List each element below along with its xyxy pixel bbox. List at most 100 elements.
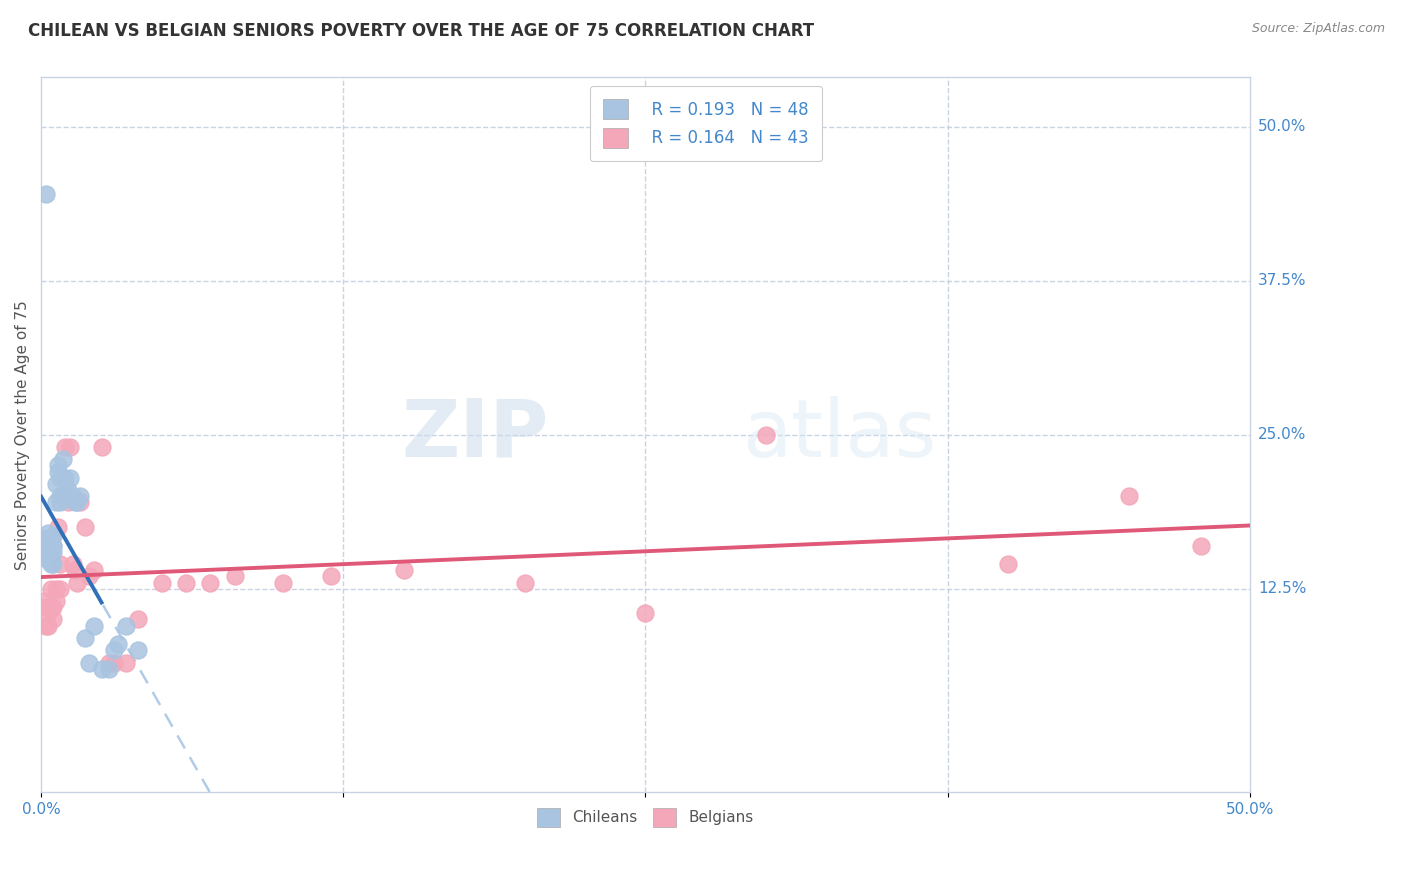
- Point: [127, 612, 149, 626]
- Point: [35, 536, 58, 550]
- Point: [42, 529, 65, 543]
- Point: [45, 582, 67, 596]
- Point: [53, 471, 76, 485]
- Point: [63, 495, 86, 509]
- Point: [35, 545, 58, 559]
- Point: [52, 452, 75, 467]
- Point: [35, 600, 58, 615]
- Point: [53, 440, 76, 454]
- Point: [56, 495, 79, 509]
- Point: [97, 662, 120, 676]
- Point: [49, 489, 72, 503]
- Point: [39, 557, 62, 571]
- Point: [62, 489, 84, 503]
- Point: [66, 495, 89, 509]
- Point: [103, 643, 125, 657]
- Point: [45, 495, 67, 509]
- Point: [59, 440, 82, 454]
- Text: atlas: atlas: [742, 396, 936, 474]
- Point: [53, 489, 76, 503]
- Point: [37, 541, 59, 555]
- Point: [634, 607, 657, 621]
- Point: [37, 607, 59, 621]
- Point: [66, 575, 89, 590]
- Point: [56, 483, 79, 497]
- Point: [1191, 539, 1213, 553]
- Point: [755, 427, 778, 442]
- Point: [90, 662, 112, 676]
- Point: [37, 553, 59, 567]
- Point: [1118, 489, 1140, 503]
- Point: [513, 575, 536, 590]
- Text: ZIP: ZIP: [402, 396, 548, 474]
- Point: [73, 631, 96, 645]
- Point: [321, 569, 343, 583]
- Legend: Chileans, Belgians: Chileans, Belgians: [530, 800, 761, 834]
- Point: [42, 539, 65, 553]
- Point: [32, 594, 55, 608]
- Point: [73, 520, 96, 534]
- Y-axis label: Seniors Poverty Over the Age of 75: Seniors Poverty Over the Age of 75: [15, 300, 30, 570]
- Point: [49, 557, 72, 571]
- Point: [42, 557, 65, 571]
- Point: [49, 495, 72, 509]
- Point: [37, 618, 59, 632]
- Text: 37.5%: 37.5%: [1258, 273, 1306, 288]
- Point: [114, 618, 136, 632]
- Point: [114, 656, 136, 670]
- Point: [62, 557, 84, 571]
- Point: [37, 526, 59, 541]
- Point: [42, 539, 65, 553]
- Point: [39, 545, 62, 559]
- Point: [83, 618, 105, 632]
- Point: [69, 489, 91, 503]
- Point: [42, 600, 65, 615]
- Point: [97, 656, 120, 670]
- Point: [35, 539, 58, 553]
- Point: [49, 471, 72, 485]
- Point: [37, 539, 59, 553]
- Point: [79, 569, 101, 583]
- Point: [79, 656, 101, 670]
- Text: 12.5%: 12.5%: [1258, 582, 1306, 596]
- Text: CHILEAN VS BELGIAN SENIORS POVERTY OVER THE AGE OF 75 CORRELATION CHART: CHILEAN VS BELGIAN SENIORS POVERTY OVER …: [28, 22, 814, 40]
- Point: [37, 545, 59, 559]
- Point: [42, 612, 65, 626]
- Point: [103, 656, 125, 670]
- Text: Source: ZipAtlas.com: Source: ZipAtlas.com: [1251, 22, 1385, 36]
- Point: [39, 545, 62, 559]
- Point: [45, 477, 67, 491]
- Point: [90, 440, 112, 454]
- Point: [35, 187, 58, 202]
- Point: [107, 637, 129, 651]
- Point: [150, 575, 173, 590]
- Point: [83, 563, 105, 577]
- Point: [69, 495, 91, 509]
- Point: [46, 520, 69, 534]
- Point: [46, 465, 69, 479]
- Point: [39, 533, 62, 547]
- Point: [39, 600, 62, 615]
- Point: [42, 545, 65, 559]
- Point: [32, 545, 55, 559]
- Point: [174, 575, 197, 590]
- Point: [52, 489, 75, 503]
- Point: [200, 575, 222, 590]
- Point: [127, 643, 149, 657]
- Point: [39, 539, 62, 553]
- Point: [35, 618, 58, 632]
- Point: [392, 563, 415, 577]
- Point: [997, 557, 1019, 571]
- Point: [271, 575, 294, 590]
- Point: [37, 533, 59, 547]
- Text: 50.0%: 50.0%: [1258, 120, 1306, 134]
- Point: [224, 569, 246, 583]
- Point: [39, 582, 62, 596]
- Point: [32, 533, 55, 547]
- Point: [59, 471, 82, 485]
- Point: [46, 458, 69, 473]
- Point: [45, 594, 67, 608]
- Point: [63, 563, 86, 577]
- Point: [35, 550, 58, 565]
- Text: 25.0%: 25.0%: [1258, 427, 1306, 442]
